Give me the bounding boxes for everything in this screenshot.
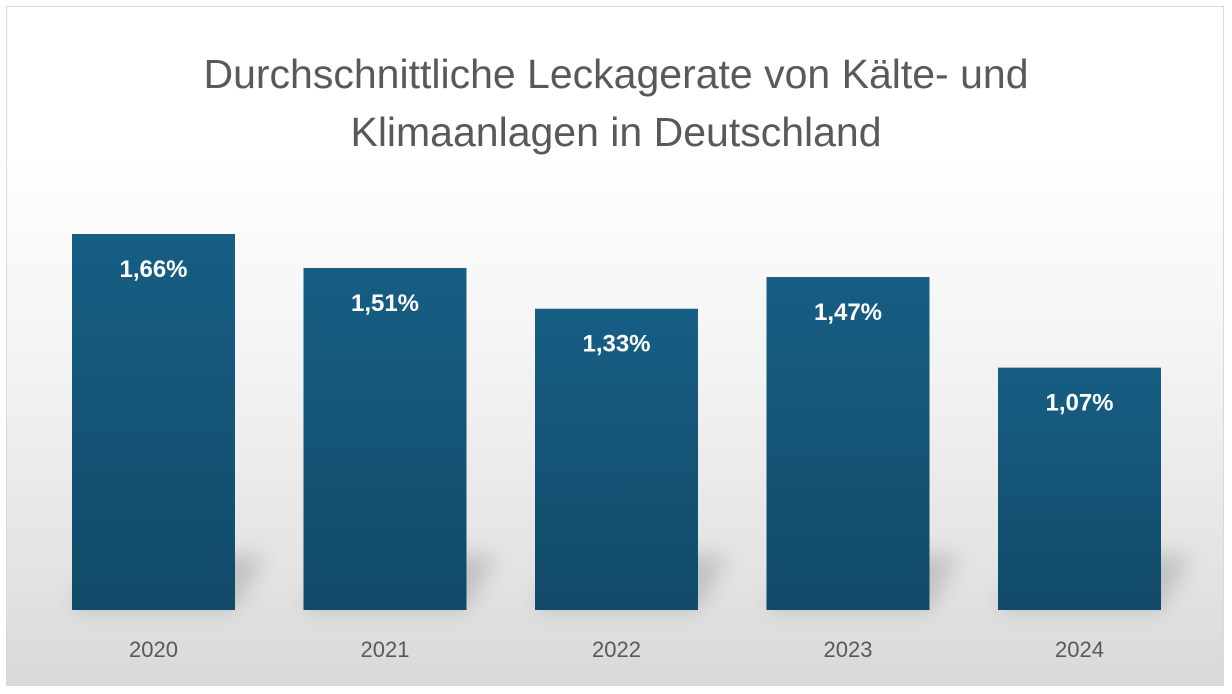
bar-2021 <box>303 267 467 610</box>
x-tick-label-2021: 2021 <box>361 637 410 662</box>
data-label-2023: 1,47% <box>814 299 882 326</box>
x-tick-label-2020: 2020 <box>129 637 178 662</box>
chart-frame: Durchschnittliche Leckagerate von Kälte-… <box>6 6 1224 686</box>
bar-2022 <box>535 308 698 610</box>
data-label-2022: 1,33% <box>582 331 650 358</box>
x-axis-ticks-group: 2020 2021 2022 2023 2024 <box>129 637 1104 662</box>
bar-2023 <box>766 277 930 610</box>
x-tick-label-2023: 2023 <box>824 637 873 662</box>
data-label-2024: 1,07% <box>1045 390 1113 417</box>
bar-chart: 1,66%1,51%1,33%1,47%1,07% 2020 2021 2022 20… <box>72 234 1191 662</box>
data-labels-group: 1,66% 1,51% 1,33% 1,47% 1,07% <box>119 256 1113 417</box>
bar-2020 <box>72 234 235 610</box>
x-tick-label-2022: 2022 <box>592 637 641 662</box>
chart-title: Durchschnittliche Leckagerate von Kälte-… <box>203 51 1029 155</box>
x-tick-label-2024: 2024 <box>1055 637 1104 662</box>
bar-2024 <box>998 367 1161 610</box>
data-label-2020: 1,66% <box>119 256 187 283</box>
bars-group <box>72 234 1161 610</box>
data-label-2021: 1,51% <box>351 290 419 317</box>
